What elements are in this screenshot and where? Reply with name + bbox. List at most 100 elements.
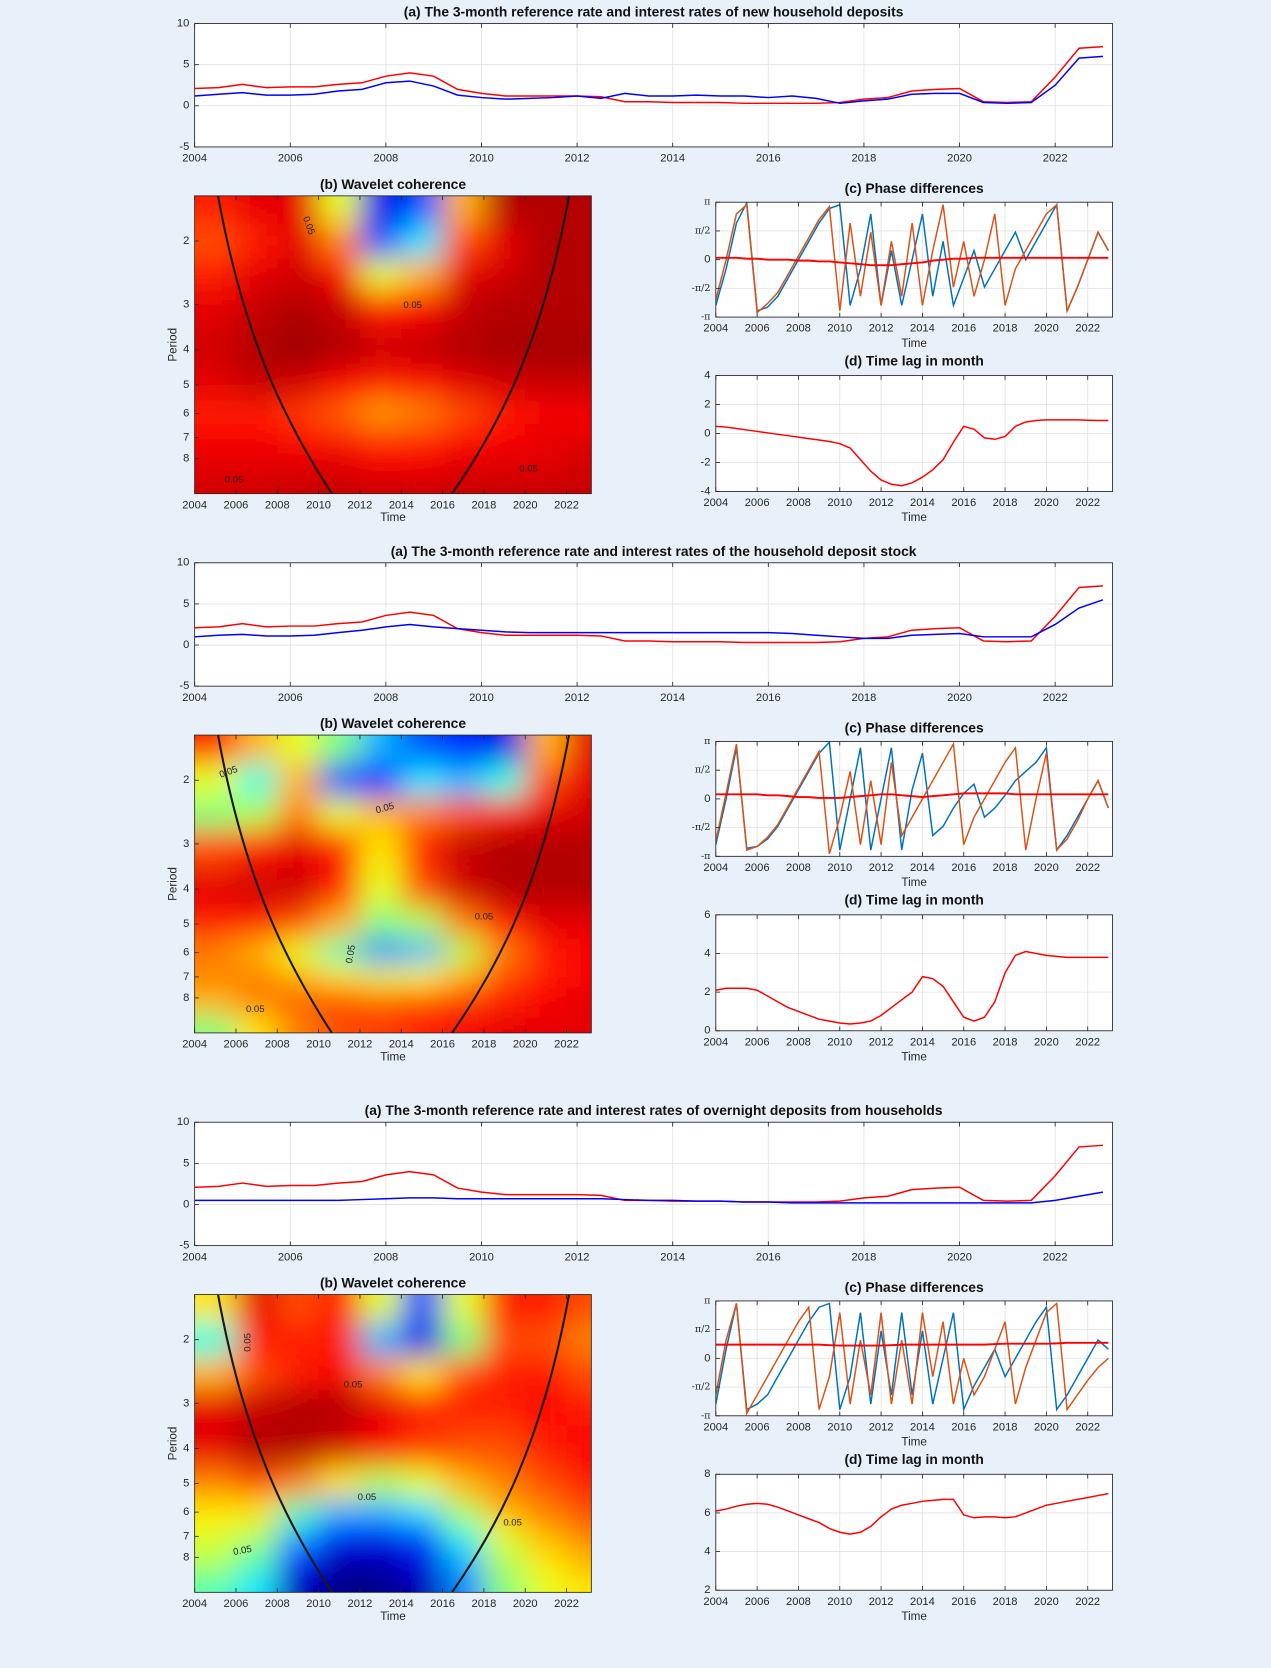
y-tick-label: 7 [183, 1530, 189, 1542]
heat-cell [483, 223, 526, 260]
heat-cell [194, 1294, 237, 1323]
heat-cell [442, 1322, 485, 1358]
heat-cell [277, 1497, 320, 1525]
heat-cell [401, 399, 444, 427]
contour-label: 0.05 [246, 1004, 265, 1015]
heat-cell [401, 448, 444, 477]
x-tick-label: 2022 [1075, 862, 1100, 874]
heat-cell [318, 829, 361, 868]
heat-cell [194, 476, 237, 494]
heat-cell [318, 1357, 361, 1390]
heat-cell [359, 1357, 402, 1390]
heat-cell [525, 1425, 568, 1467]
y-tick-label: 2 [183, 235, 189, 247]
heat-cell [442, 223, 485, 260]
heat-cell [359, 797, 402, 831]
y-tick-label: -4 [701, 485, 711, 497]
x-tick-label: 2014 [660, 1251, 685, 1263]
heat-cell [401, 829, 444, 868]
chart-title: (c) Phase differences [845, 719, 984, 735]
series-line [194, 585, 1104, 644]
y-axis-label: Period [166, 867, 179, 901]
heat-cell [277, 327, 320, 368]
heat-cell [566, 735, 592, 764]
heat-cell [525, 1294, 568, 1323]
heat-cell [483, 425, 526, 449]
y-tick-label: 6 [704, 909, 710, 921]
series-line [715, 203, 1110, 315]
y-tick-label: 0 [704, 793, 710, 805]
heat-cell [277, 1466, 320, 1499]
heat-cell [442, 1357, 485, 1390]
x-tick-label: 2020 [513, 1598, 538, 1610]
x-tick-label: 2010 [827, 1421, 852, 1433]
heat-cell [525, 1546, 568, 1576]
x-tick-label: 2016 [951, 323, 976, 335]
heat-cell [442, 762, 485, 799]
x-tick-label: 2018 [993, 1036, 1018, 1048]
heat-cell [194, 1425, 237, 1467]
x-tick-label: 2016 [430, 499, 455, 511]
heat-cell [359, 290, 402, 328]
x-tick-label: 2014 [910, 497, 935, 509]
y-tick-label: 5 [183, 1477, 189, 1489]
y-tick-label: -2 [701, 456, 711, 468]
x-tick-label: 2012 [869, 862, 894, 874]
y-tick-label: -π [701, 1410, 711, 1421]
heat-cell [483, 1389, 526, 1427]
heat-cell [318, 762, 361, 799]
contour-label: 0.05 [403, 300, 422, 311]
x-tick-label: 2006 [224, 1598, 249, 1610]
lines [715, 950, 1109, 1025]
heat-cell [194, 906, 237, 939]
heat-cell [401, 762, 444, 799]
lines [194, 45, 1104, 105]
axes-frame [194, 195, 592, 495]
heat-cell [401, 367, 444, 400]
heat-cell [235, 290, 278, 328]
x-tick-label: 2008 [373, 1251, 398, 1263]
heat-cell [566, 987, 592, 1016]
heat-cell [277, 866, 320, 908]
y-tick-label: 5 [183, 379, 189, 391]
heatmap: 0.050.050.050.050.05 [194, 735, 592, 1033]
x-tick-label: 2014 [660, 153, 685, 165]
x-tick-label: 2008 [265, 499, 290, 511]
heat-cell [194, 258, 237, 291]
lines [715, 1492, 1109, 1535]
heat-cell [525, 399, 568, 427]
x-tick-label: 2018 [993, 1596, 1018, 1608]
x-tick-label: 2022 [1075, 497, 1100, 509]
heat-cell [483, 762, 526, 799]
x-tick-label: 2020 [1034, 323, 1059, 335]
x-tick-label: 2006 [278, 692, 303, 704]
heat-cell [566, 223, 592, 260]
heat-cell [318, 1294, 361, 1323]
y-tick-label: 10 [177, 17, 189, 29]
heat-cell [483, 1294, 526, 1323]
heatmap: 0.050.050.050.050.05 [194, 1294, 592, 1593]
heat-cell [318, 258, 361, 291]
y-tick-label: 5 [183, 1157, 189, 1169]
heat-cell [566, 964, 592, 988]
x-tick-label: 2018 [852, 153, 877, 165]
heat-cell [525, 1524, 568, 1548]
cone-of-influence [216, 195, 333, 494]
heat-cell [566, 1357, 592, 1390]
heat-cell [194, 290, 237, 328]
heat-cell [359, 367, 402, 400]
heat-cell [442, 290, 485, 328]
x-tick-label: 2018 [472, 499, 497, 511]
heat-cell [359, 223, 402, 260]
heat-cell [566, 399, 592, 427]
heat-cell [401, 1466, 444, 1499]
heat-cell [483, 1546, 526, 1576]
x-tick-label: 2020 [1034, 1036, 1059, 1048]
y-tick-label: -π/2 [692, 1382, 711, 1393]
heat-cell [318, 1322, 361, 1358]
heat-cell [235, 1546, 278, 1576]
x-tick-label: 2018 [993, 497, 1018, 509]
heat-cell [235, 797, 278, 831]
series-line [194, 599, 1104, 640]
heat-cell [359, 1574, 402, 1593]
